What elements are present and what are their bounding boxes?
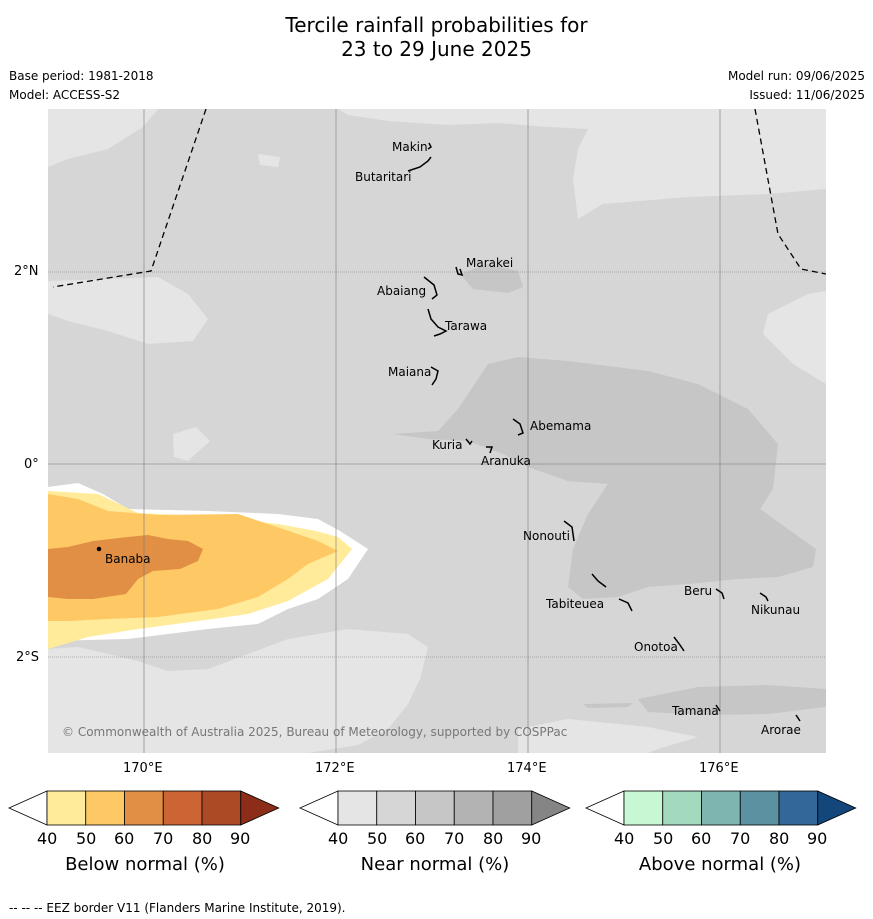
colorbar-swatch	[817, 790, 857, 826]
above-tick-60: 60	[691, 829, 712, 848]
place-label-aranuka: Aranuka	[481, 454, 531, 468]
lon-label-170e: 170°E	[123, 761, 163, 776]
base-period: Base period: 1981-2018	[9, 69, 154, 83]
island-outlines	[96, 142, 801, 722]
place-label-abaiang: Abaiang	[377, 284, 426, 298]
lon-label-172e: 172°E	[315, 761, 355, 776]
colorbars	[8, 790, 857, 826]
below-tick-70: 70	[153, 829, 174, 848]
near-tick-40: 40	[328, 829, 349, 848]
lat-label-2n: 2°N	[14, 264, 39, 279]
near-tick-50: 50	[367, 829, 388, 848]
colorbar-swatch	[492, 790, 533, 826]
place-label-maiana: Maiana	[388, 365, 431, 379]
place-label-tarawa: Tarawa	[444, 319, 487, 333]
colorbar-swatch	[623, 790, 664, 826]
near-tick-80: 80	[483, 829, 504, 848]
place-label-makin: Makin	[392, 140, 428, 154]
above-tick-40: 40	[614, 829, 635, 848]
issued-date: Issued: 11/06/2025	[749, 88, 865, 102]
above-tick-50: 50	[653, 829, 674, 848]
colorbar-below-normal	[8, 790, 280, 826]
lat-label-2s: 2°S	[16, 650, 40, 665]
colorbar-swatch	[701, 790, 741, 826]
place-label-tamana: Tamana	[671, 704, 719, 718]
eez-footnote: -- -- -- EEZ border V11 (Flanders Marine…	[9, 901, 346, 915]
place-label-abemama: Abemama	[530, 419, 591, 433]
below-tick-90: 90	[230, 829, 251, 848]
below-normal-label: Below normal (%)	[65, 854, 225, 875]
lat-label-0: 0°	[24, 457, 39, 472]
copyright-notice: © Commonwealth of Australia 2025, Bureau…	[62, 725, 567, 739]
colorbar-swatch	[453, 790, 494, 826]
near-normal-label: Near normal (%)	[360, 854, 510, 875]
colorbar-swatch	[585, 790, 625, 826]
place-label-nikunau: Nikunau	[751, 603, 800, 617]
place-label-beru: Beru	[684, 584, 712, 598]
place-label-butaritari: Butaritari	[355, 170, 412, 184]
eez-border	[52, 109, 826, 288]
near-normal-dark-regions	[393, 264, 826, 715]
island-labels: Makin Butaritari Marakei Abaiang Tarawa …	[105, 140, 801, 737]
near-tick-70: 70	[444, 829, 465, 848]
colorbar-near-normal	[299, 790, 571, 826]
colorbar-swatch	[778, 790, 819, 826]
above-tick-90: 90	[807, 829, 828, 848]
colorbar-swatch	[739, 790, 780, 826]
colorbar-swatch	[376, 790, 416, 826]
forecast-map[interactable]: Makin Butaritari Marakei Abaiang Tarawa …	[48, 109, 826, 753]
below-tick-50: 50	[76, 829, 97, 848]
colorbar-swatch	[299, 790, 339, 826]
near-normal-light-regions	[48, 109, 826, 753]
colorbar-swatch	[337, 790, 378, 826]
colorbar-swatch	[46, 790, 87, 826]
place-label-tabiteuea: Tabiteuea	[545, 597, 604, 611]
below-tick-80: 80	[192, 829, 213, 848]
title-line-1: Tercile rainfall probabilities for	[285, 13, 588, 37]
place-label-marakei: Marakei	[466, 256, 513, 270]
lon-label-174e: 174°E	[507, 761, 547, 776]
place-label-nonouti: Nonouti	[523, 529, 570, 543]
above-tick-80: 80	[769, 829, 790, 848]
model-run: Model run: 09/06/2025	[727, 69, 865, 83]
colorbar-swatch	[162, 790, 203, 826]
near-tick-90: 90	[521, 829, 542, 848]
graticule	[48, 109, 826, 753]
place-label-onotoa: Onotoa	[634, 640, 678, 654]
place-label-banaba: Banaba	[105, 552, 151, 566]
colorbar-swatch	[85, 790, 125, 826]
colorbar-swatch	[201, 790, 242, 826]
below-normal-regions	[48, 483, 368, 649]
above-tick-70: 70	[730, 829, 751, 848]
colorbar-swatch	[8, 790, 48, 826]
below-tick-60: 60	[114, 829, 135, 848]
above-normal-label: Above normal (%)	[638, 854, 802, 875]
place-label-kuria: Kuria	[432, 438, 463, 452]
lon-label-176e: 176°E	[699, 761, 739, 776]
title-line-2: 23 to 29 June 2025	[341, 37, 532, 61]
colorbar-swatch	[415, 790, 455, 826]
near-tick-60: 60	[405, 829, 426, 848]
colorbar-swatch	[124, 790, 164, 826]
below-tick-40: 40	[37, 829, 58, 848]
colorbar-swatch	[531, 790, 571, 826]
colorbar-swatch	[662, 790, 702, 826]
colorbar-swatch	[240, 790, 280, 826]
place-label-arorae: Arorae	[761, 723, 801, 737]
colorbar-above-normal	[585, 790, 857, 826]
model-name: Model: ACCESS-S2	[9, 88, 121, 102]
